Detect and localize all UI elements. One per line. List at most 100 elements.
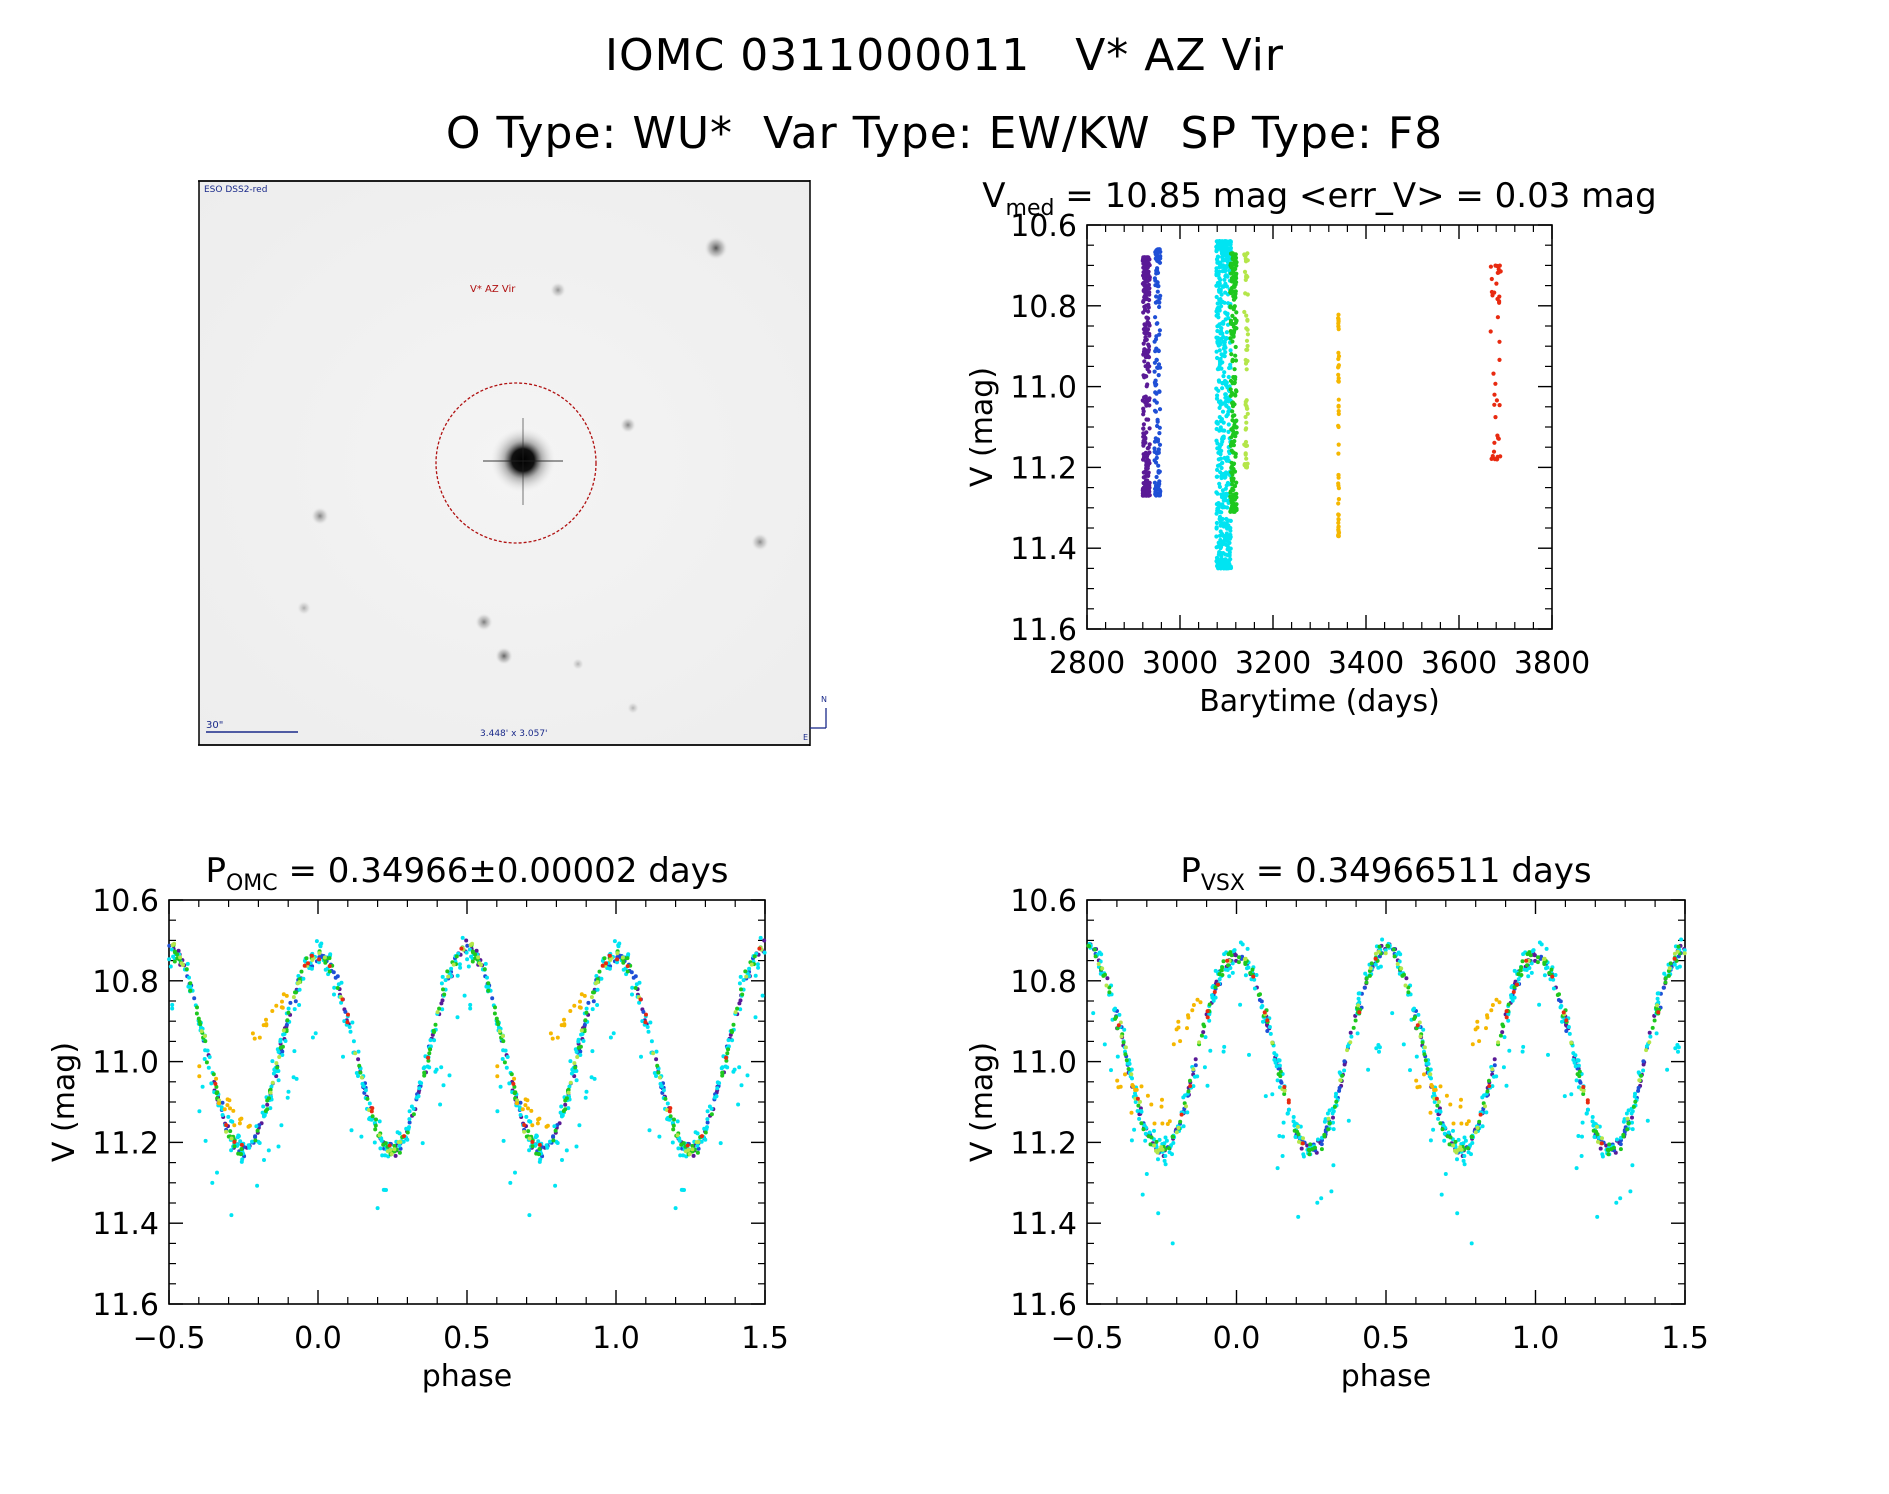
data-point (1463, 1138, 1468, 1143)
data-point (1231, 297, 1237, 302)
data-point (1145, 1093, 1150, 1098)
data-point (1420, 1040, 1425, 1045)
data-point (1442, 1138, 1447, 1143)
data-point (1156, 463, 1161, 468)
data-point (1222, 952, 1227, 957)
data-point (1221, 436, 1226, 441)
data-point (548, 1139, 552, 1144)
data-point (1147, 426, 1152, 431)
data-point (1488, 329, 1493, 334)
data-point (1105, 976, 1110, 981)
data-point (1511, 990, 1516, 994)
data-point (1143, 373, 1148, 379)
data-point (1188, 1078, 1192, 1083)
data-point (1326, 1127, 1331, 1132)
data-point (1647, 1030, 1652, 1035)
data-point (203, 1039, 208, 1044)
data-point (427, 1051, 432, 1056)
data-point (1356, 1003, 1361, 1008)
data-point (185, 961, 190, 966)
data-point (1596, 1135, 1601, 1140)
data-point (247, 1123, 252, 1128)
data-point (1223, 392, 1228, 397)
data-point (1297, 1139, 1301, 1144)
data-point (1182, 1101, 1187, 1106)
data-point (1494, 398, 1499, 403)
data-point (1225, 385, 1230, 390)
data-point (691, 1153, 696, 1158)
data-point (323, 967, 328, 972)
data-point (1580, 1120, 1585, 1125)
data-point (370, 1114, 375, 1119)
data-point (1275, 1078, 1280, 1083)
data-point (377, 1133, 382, 1138)
data-point (1205, 1015, 1210, 1020)
x-tick-label: 1.5 (741, 1321, 789, 1356)
data-point (261, 1104, 266, 1109)
data-point (492, 1011, 497, 1016)
data-point (1143, 1138, 1148, 1143)
data-point (1647, 1040, 1652, 1045)
phase-omc-chart: POMC = 0.34966±0.00002 days−0.5 0.0 0.5 1.0… (47, 851, 789, 1394)
x-tick-label: −0.5 (133, 1321, 206, 1356)
data-point (1531, 948, 1536, 953)
data-point (239, 1116, 244, 1121)
data-point (1220, 255, 1225, 260)
data-point (220, 1113, 225, 1117)
data-point (1348, 1030, 1353, 1035)
data-point (1198, 1000, 1203, 1005)
data-point (1143, 400, 1148, 405)
data-point (1217, 276, 1222, 281)
data-point (594, 974, 599, 978)
data-point (753, 973, 758, 978)
data-point (1158, 489, 1163, 494)
data-point (466, 964, 471, 969)
data-point (584, 1089, 589, 1094)
data-point (1143, 307, 1148, 312)
data-point (1495, 315, 1500, 320)
data-point (1142, 295, 1147, 300)
data-point (226, 1114, 231, 1119)
data-point (361, 1084, 366, 1089)
data-point (675, 1133, 680, 1138)
data-point (283, 1039, 288, 1043)
data-point (1117, 1012, 1122, 1017)
data-point (1268, 1031, 1273, 1036)
data-point (202, 1057, 207, 1061)
data-point (753, 1015, 758, 1020)
star-bright-tr (704, 236, 728, 260)
data-point (1145, 278, 1150, 284)
data-point (1190, 1008, 1195, 1013)
data-point (1230, 961, 1235, 966)
data-point (1218, 329, 1224, 334)
data-point (1147, 263, 1152, 268)
data-point (1223, 399, 1228, 404)
finder-chart: ESO DSS2-red V* AZ Vir 30" 3.448' x 3.05… (198, 180, 834, 746)
data-point (1434, 1096, 1439, 1101)
data-point (1116, 1085, 1121, 1090)
data-point (1222, 246, 1227, 251)
data-point (220, 1100, 225, 1105)
data-point (757, 946, 762, 951)
data-point (1216, 366, 1221, 371)
data-point (266, 1096, 271, 1101)
data-point (536, 1152, 541, 1157)
data-point (1221, 321, 1226, 326)
data-point (705, 1117, 710, 1122)
data-point (446, 974, 451, 979)
data-point (428, 1047, 432, 1052)
data-point (1144, 417, 1149, 422)
data-point (1229, 278, 1234, 283)
data-point (194, 1011, 199, 1016)
series-epoch-3 (167, 935, 767, 1218)
data-point (1157, 469, 1162, 474)
data-point (1491, 449, 1497, 454)
data-point (564, 1148, 569, 1153)
data-point (502, 1060, 507, 1065)
data-point (1380, 937, 1385, 942)
data-point (1301, 1154, 1306, 1159)
data-point (1595, 1214, 1600, 1219)
data-point (490, 996, 495, 1001)
data-point (501, 1039, 506, 1044)
data-point (1448, 1135, 1453, 1140)
